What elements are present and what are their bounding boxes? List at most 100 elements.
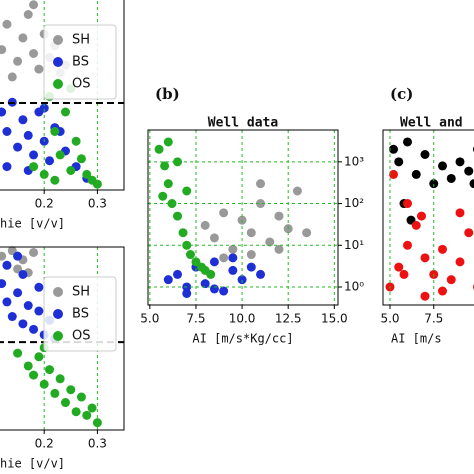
- point: [219, 253, 229, 263]
- point: [2, 127, 12, 136]
- point: [163, 275, 173, 285]
- point: [154, 144, 164, 154]
- point: [446, 275, 456, 285]
- point: [178, 228, 188, 238]
- point: [76, 392, 86, 402]
- x-tick-label: 0.2: [35, 437, 54, 451]
- y-tick-label: 10²: [344, 196, 364, 210]
- point: [173, 157, 183, 167]
- point: [60, 398, 70, 408]
- point: [389, 144, 398, 154]
- point: [23, 130, 33, 140]
- point: [23, 301, 33, 311]
- point: [50, 388, 60, 398]
- x-tick-label: 10.0: [229, 312, 256, 326]
- point: [389, 169, 398, 179]
- point: [39, 169, 49, 179]
- point: [417, 211, 426, 221]
- plot-frame: [147, 129, 339, 306]
- y-tick-label: 10⁰: [344, 279, 364, 293]
- point: [438, 161, 447, 171]
- point: [237, 275, 247, 285]
- x-axis-label: AI [m/s: [391, 332, 442, 346]
- point: [55, 374, 65, 384]
- x-axis-label: hie [v/v]: [0, 217, 65, 231]
- x-tick-label: 0.2: [35, 197, 54, 211]
- x-tick-label: 12.5: [275, 312, 302, 326]
- point: [394, 262, 404, 272]
- point: [420, 253, 430, 263]
- point: [29, 150, 39, 160]
- point: [34, 64, 44, 74]
- point: [403, 199, 412, 209]
- x-tick-label: 5.0: [140, 312, 159, 326]
- point: [13, 142, 23, 152]
- y-tick-label: 10³: [344, 154, 364, 168]
- point: [394, 157, 404, 167]
- y-tick-label: 10¹: [344, 238, 364, 252]
- point: [302, 228, 312, 238]
- point: [411, 169, 421, 179]
- point: [185, 250, 195, 260]
- point: [29, 324, 39, 334]
- legend-swatch: [53, 287, 63, 297]
- point: [182, 186, 192, 196]
- point: [71, 136, 81, 146]
- x-tick-label: 0.3: [88, 197, 107, 211]
- legend-swatch: [53, 35, 63, 45]
- point: [446, 173, 456, 183]
- point: [0, 107, 7, 117]
- point: [7, 72, 17, 82]
- plot-frame: [382, 129, 474, 306]
- point: [173, 269, 183, 279]
- point: [13, 288, 23, 298]
- point: [403, 137, 412, 147]
- x-tick-label: 5.0: [380, 312, 399, 326]
- x-tick-label: 7.5: [186, 312, 205, 326]
- x-tick-label: 7.5: [424, 312, 443, 326]
- point: [200, 279, 210, 289]
- point: [206, 269, 216, 279]
- point: [219, 286, 229, 296]
- plot-frame: [0, 246, 125, 431]
- point: [200, 220, 210, 230]
- point: [420, 150, 430, 160]
- point: [66, 385, 76, 395]
- panel-title: Well data: [208, 116, 279, 131]
- plot-frame: [0, 0, 125, 191]
- point: [163, 179, 173, 189]
- point: [34, 282, 44, 292]
- point: [2, 19, 12, 29]
- point: [455, 208, 465, 218]
- point: [39, 103, 49, 113]
- point: [13, 348, 23, 358]
- point: [55, 150, 65, 160]
- point: [464, 228, 474, 238]
- point: [158, 191, 168, 201]
- point: [464, 166, 474, 176]
- point: [182, 288, 192, 298]
- point: [0, 251, 7, 261]
- point: [246, 250, 256, 260]
- legend-label: BS: [72, 307, 89, 322]
- point: [39, 379, 49, 389]
- point: [2, 162, 12, 172]
- legend-label: OS: [72, 329, 90, 344]
- legend-swatch: [53, 331, 63, 341]
- point: [399, 269, 409, 279]
- point: [209, 233, 219, 243]
- point: [18, 319, 28, 329]
- point: [209, 257, 219, 267]
- point: [60, 107, 70, 117]
- point: [292, 186, 302, 196]
- point: [429, 179, 439, 189]
- x-tick-label: 15.0: [321, 312, 348, 326]
- point: [246, 262, 256, 272]
- point: [29, 370, 39, 380]
- point: [13, 56, 23, 66]
- legend-label: SH: [72, 285, 90, 300]
- point: [71, 407, 81, 417]
- legend-label: BS: [72, 55, 89, 70]
- point: [228, 265, 238, 275]
